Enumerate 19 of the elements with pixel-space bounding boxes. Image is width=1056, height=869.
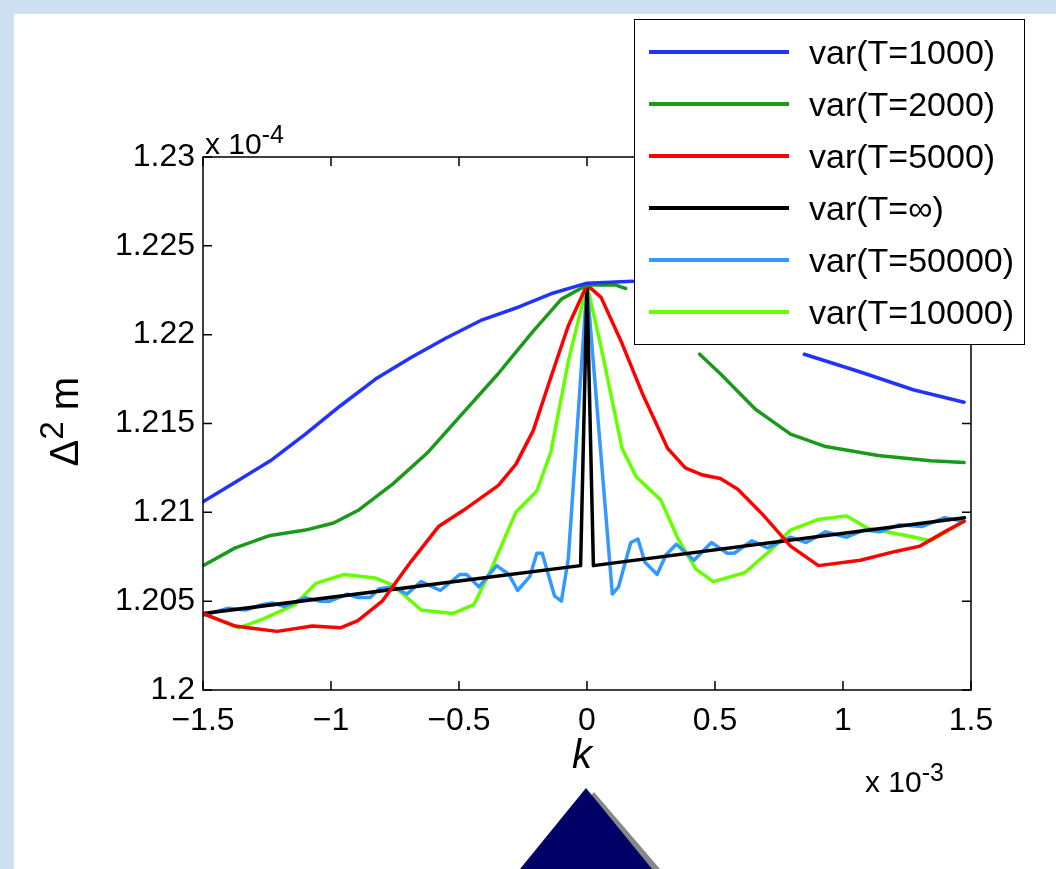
x-tick-label: 1 — [834, 701, 852, 738]
legend-label: var(T=1000) — [809, 32, 996, 72]
legend-label: var(T=∞) — [809, 188, 944, 228]
x-tick-label: 1.5 — [948, 701, 994, 738]
legend-label: var(T=10000) — [809, 292, 1015, 332]
y-tick-label: 1.205 — [114, 580, 195, 617]
legend-label: var(T=50000) — [809, 240, 1015, 280]
y-tick-label: 1.22 — [132, 314, 195, 351]
y-tick-label: 1.23 — [132, 136, 195, 173]
x-tick-label: −1 — [312, 701, 350, 738]
text: x 10$^{-3}$ — [865, 758, 944, 799]
y-tick-label: 1.215 — [114, 403, 195, 440]
x-tick-label: 0.5 — [692, 701, 738, 738]
x-tick-label: −0.5 — [427, 701, 491, 738]
legend-label: var(T=2000) — [809, 84, 996, 124]
annotation: x 10$^{-4}$ — [205, 120, 284, 161]
legend-label: var(T=5000) — [809, 136, 996, 176]
y-tick-label: 1.225 — [114, 225, 195, 262]
y-tick-label: 1.21 — [132, 492, 195, 529]
